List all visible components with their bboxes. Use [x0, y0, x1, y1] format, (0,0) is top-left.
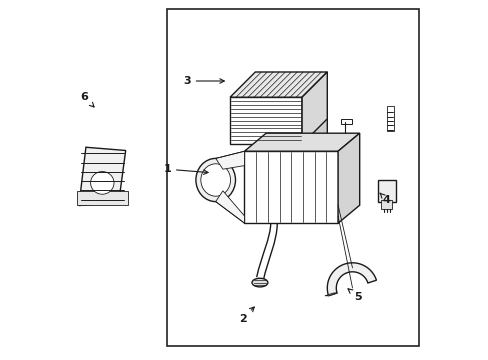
Ellipse shape [196, 158, 235, 202]
Bar [167, 9, 418, 346]
Ellipse shape [251, 278, 267, 287]
Text: 1: 1 [163, 164, 208, 174]
Polygon shape [302, 72, 326, 144]
Text: 5: 5 [347, 289, 361, 302]
Text: 2: 2 [238, 307, 254, 324]
Ellipse shape [90, 171, 114, 194]
Polygon shape [215, 191, 244, 223]
Bar [341, 119, 351, 124]
Bar [244, 151, 337, 223]
Bar [381, 200, 391, 209]
Text: 6: 6 [80, 92, 94, 107]
Polygon shape [326, 263, 376, 296]
Polygon shape [337, 133, 359, 223]
Bar [77, 191, 127, 205]
Text: 4: 4 [379, 193, 390, 205]
Bar [230, 97, 302, 144]
Polygon shape [230, 72, 326, 97]
Polygon shape [79, 147, 125, 206]
Polygon shape [302, 72, 326, 144]
Polygon shape [244, 133, 359, 151]
Ellipse shape [201, 164, 230, 196]
Text: 3: 3 [183, 76, 224, 86]
Polygon shape [324, 293, 336, 296]
Bar [386, 106, 393, 131]
Bar [377, 180, 395, 202]
Polygon shape [215, 151, 244, 169]
